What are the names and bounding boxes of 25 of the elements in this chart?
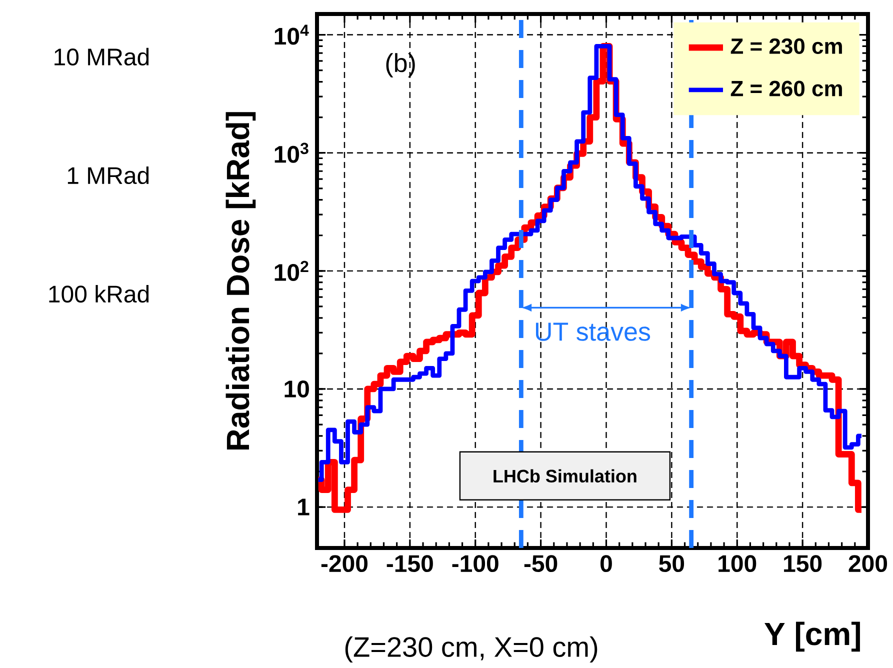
annotation: LHCb Simulation [494,469,636,483]
annotation: UT staves [536,322,650,341]
x-tick-label: 0 [600,555,612,572]
x-tick-label: 50 [659,555,684,572]
text: 10 MRad [54,48,149,66]
y-tick-label: 10$^{4}$ [274,24,309,45]
legend-label: Z = 230 cm [730,38,842,54]
y-tick-label: 10 [284,380,309,398]
x-tick-label: -50 [524,555,558,572]
x-tick-label: 200 [848,555,888,572]
x-tick-label: 150 [784,555,822,572]
text: 1 MRad [68,166,149,184]
x-tick-label: -100 [452,555,498,572]
y-tick-label: 10$^{2}$ [274,260,308,281]
x-tick-label: -200 [321,555,368,572]
y-tick-label: 10$^{3}$ [274,142,308,163]
x-tick-label: 100 [718,555,756,572]
x-axis-title: Y [cm] [764,622,860,652]
legend-label: Z = 260 cm [730,80,842,96]
annotation: (b) [386,53,415,78]
x-tick-label: -150 [386,555,433,572]
text: 100 kRad [49,285,149,303]
text: (Z=230 cm, X=0 cm) [345,636,598,662]
y-axis-title: Radiation Dose [kRad] [226,112,256,450]
y-tick-label: 1 [298,498,310,516]
